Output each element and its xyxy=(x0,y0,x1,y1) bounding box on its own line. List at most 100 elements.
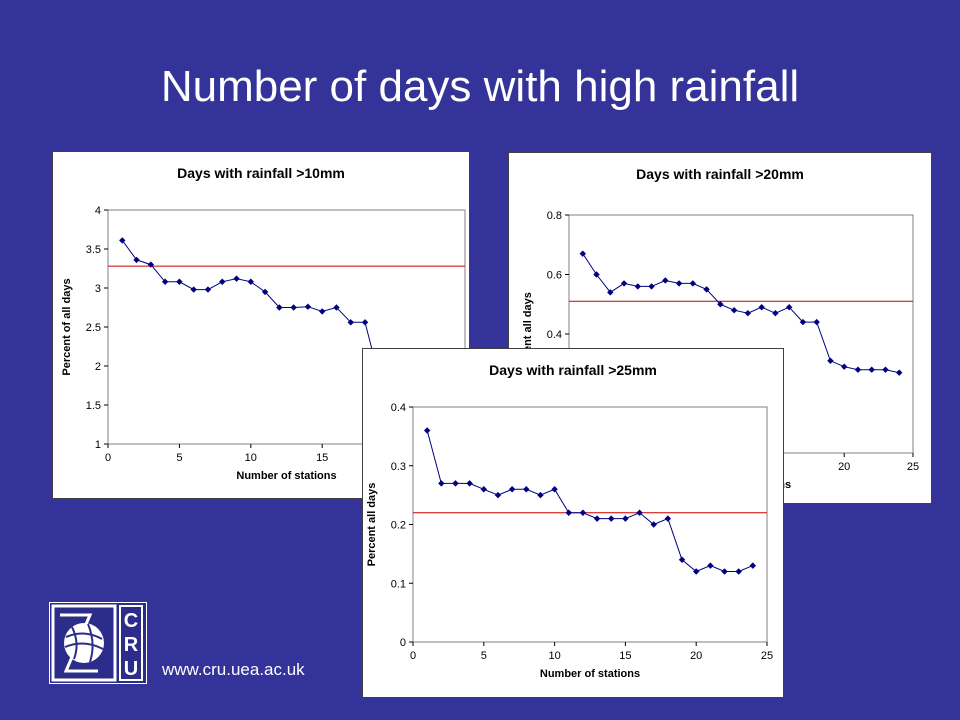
y-axis-label: Percent of all days xyxy=(61,278,73,375)
x-tick-label: 0 xyxy=(410,650,416,662)
data-point xyxy=(868,366,875,373)
data-point xyxy=(147,261,155,268)
cru-logo-graphic xyxy=(51,604,143,682)
y-tick-label: 0.8 xyxy=(547,210,562,222)
data-point xyxy=(827,357,834,364)
data-point xyxy=(276,304,283,311)
data-point xyxy=(361,319,369,326)
slide-title: Number of days with high rainfall xyxy=(160,62,800,111)
data-point xyxy=(480,486,487,493)
data-point xyxy=(841,363,848,370)
y-tick-label: 0.1 xyxy=(391,578,406,590)
data-point xyxy=(133,256,140,264)
y-tick-label: 0.3 xyxy=(391,461,406,473)
data-point xyxy=(896,369,903,376)
data-point xyxy=(551,486,558,493)
data-point xyxy=(204,286,212,293)
y-tick-label: 0.6 xyxy=(547,270,562,282)
data-point xyxy=(735,568,742,575)
chart-title: Days with rainfall >20mm xyxy=(636,166,804,182)
x-tick-label: 20 xyxy=(838,461,850,473)
x-tick-label: 5 xyxy=(481,650,487,662)
cru-logo: CRU xyxy=(49,602,147,684)
data-point xyxy=(304,303,312,310)
data-point xyxy=(219,278,226,285)
data-point xyxy=(333,304,340,311)
y-tick-label: 0.4 xyxy=(391,402,406,414)
data-point xyxy=(749,562,757,569)
data-point xyxy=(579,509,587,516)
data-point xyxy=(579,250,586,257)
y-tick-label: 2.5 xyxy=(86,322,101,334)
data-point xyxy=(730,307,738,314)
data-point xyxy=(664,515,672,522)
y-axis-label: Percent all days xyxy=(366,483,378,567)
x-tick-label: 10 xyxy=(245,452,257,464)
data-point xyxy=(452,480,459,487)
x-tick-label: 5 xyxy=(176,452,182,464)
data-point xyxy=(717,301,724,308)
y-tick-label: 0.2 xyxy=(391,520,406,532)
y-tick-label: 1 xyxy=(95,439,101,451)
data-point xyxy=(608,515,615,522)
chart-panel-25mm: Days with rainfall >25mm 0 0.1 0.2 0.3 0.4 0 5 1… xyxy=(362,348,784,698)
data-point xyxy=(438,480,445,487)
y-tick-label: 0 xyxy=(400,637,406,649)
x-tick-label: 25 xyxy=(907,461,919,473)
data-point xyxy=(537,491,544,499)
y-tick-label: 4 xyxy=(95,205,101,217)
x-tick-label: 20 xyxy=(690,650,702,662)
chart-title: Days with rainfall >10mm xyxy=(177,165,345,181)
data-point xyxy=(466,480,473,487)
website-url[interactable]: www.cru.uea.ac.uk xyxy=(162,660,305,679)
y-tick-label: 0.4 xyxy=(547,329,562,341)
data-point xyxy=(772,309,779,317)
data-point xyxy=(290,304,297,311)
y-tick-label: 1.5 xyxy=(86,400,101,412)
data-point xyxy=(678,556,686,563)
data-point xyxy=(813,318,820,326)
data-point xyxy=(758,304,765,311)
data-point xyxy=(347,319,354,326)
data-point xyxy=(636,509,643,516)
data-point xyxy=(119,237,126,244)
data-point xyxy=(622,515,629,522)
cru-logo-letters: CRU xyxy=(123,610,139,680)
x-axis-label: Number of stations xyxy=(540,668,640,680)
data-point xyxy=(662,277,669,284)
data-point xyxy=(648,283,655,290)
data-point xyxy=(620,280,628,287)
data-point xyxy=(854,366,862,373)
data-point xyxy=(233,275,240,282)
x-tick-label: 10 xyxy=(548,650,560,662)
data-point xyxy=(190,286,197,293)
data-point xyxy=(423,427,431,434)
data-point xyxy=(261,288,269,296)
data-point xyxy=(523,486,530,493)
chart-title: Days with rainfall >25mm xyxy=(489,362,657,378)
data-point xyxy=(744,309,752,317)
chart-25mm: Days with rainfall >25mm 0 0.1 0.2 0.3 0.4 0 5 1… xyxy=(366,362,773,680)
data-point xyxy=(319,308,326,315)
y-tick-label: 3.5 xyxy=(86,244,101,256)
chart-panel-10mm: Days with rainfall >10mm 1 1.5 2 2.5 3 3.5 4 0 5 1… xyxy=(52,151,470,499)
data-point xyxy=(721,568,728,575)
series-line xyxy=(426,430,753,573)
plot-area xyxy=(412,406,768,643)
x-tick-label: 25 xyxy=(761,650,773,662)
x-tick-label: 0 xyxy=(105,452,111,464)
y-tick-label: 2 xyxy=(95,361,101,373)
x-axis-label: Number of stations xyxy=(236,470,336,482)
data-point xyxy=(634,283,641,290)
data-point xyxy=(882,366,889,373)
data-point xyxy=(675,280,683,287)
data-point xyxy=(161,278,169,285)
y-tick-label: 3 xyxy=(95,283,101,295)
data-point xyxy=(593,515,601,522)
data-point xyxy=(707,562,714,569)
data-point xyxy=(693,568,700,575)
data-point xyxy=(689,280,697,287)
data-point xyxy=(508,486,516,493)
data-point xyxy=(494,491,502,499)
data-point xyxy=(176,278,183,285)
